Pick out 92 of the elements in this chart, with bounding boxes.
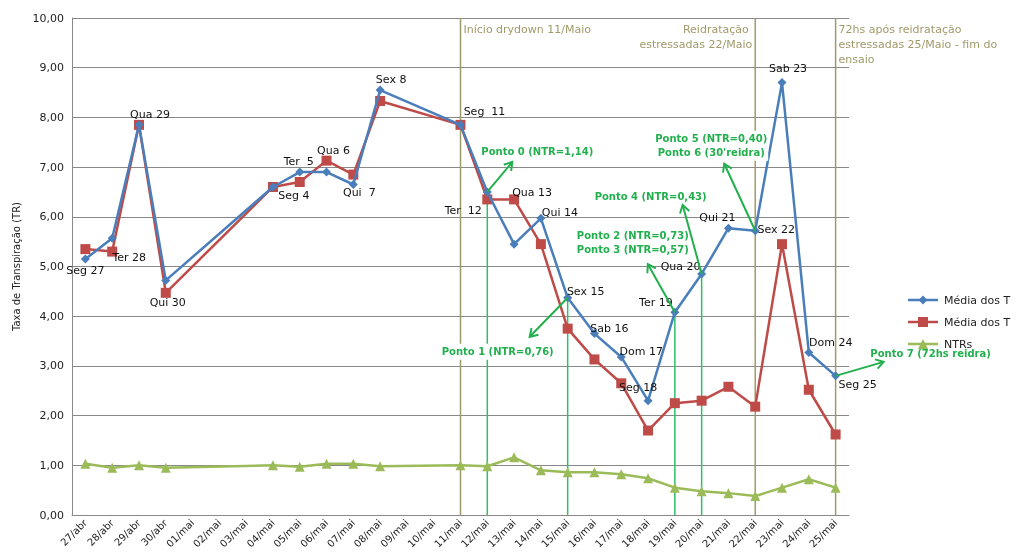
annotation: Qui 7 (342, 185, 376, 199)
point (696, 395, 707, 406)
ref-line-label: Início drydown 11/Maio (463, 23, 592, 36)
point (830, 429, 841, 440)
y-tick-label: 1,00 (39, 458, 64, 472)
point (509, 239, 519, 249)
point (348, 458, 359, 469)
point (375, 85, 385, 95)
y-tick-label: 4,00 (39, 309, 64, 323)
annotation: Sex 22 (757, 223, 796, 237)
point (750, 401, 761, 412)
point (482, 461, 493, 472)
point (723, 381, 734, 392)
point (669, 482, 680, 493)
point (160, 462, 171, 473)
point (80, 458, 91, 469)
annotation: Qui 21 (699, 210, 736, 224)
y-tick-label: 8,00 (39, 110, 64, 124)
point (804, 347, 814, 357)
point (267, 460, 278, 471)
y-tick-label: 7,00 (39, 160, 64, 174)
legend-label: Média dos T (944, 293, 1011, 307)
point (696, 486, 707, 497)
y-tick-label: 2,00 (39, 409, 64, 423)
legend-label: Média dos T (944, 315, 1011, 329)
point (616, 469, 627, 480)
annotation: Ter 28 (111, 251, 147, 265)
point (643, 425, 654, 436)
point (562, 467, 573, 478)
point (643, 396, 653, 406)
annotation: Sab 16 (590, 322, 629, 336)
point (803, 384, 814, 395)
y-tick-label: 3,00 (39, 359, 64, 373)
annotation: Ponto 5 (NTR=0,40) Ponto 6 (30'reidra) (655, 133, 768, 159)
annotation: Qua 29 (130, 108, 170, 122)
point (589, 354, 600, 365)
point (294, 177, 305, 188)
point (777, 239, 788, 250)
annotation: Qui 14 (541, 205, 578, 219)
annotation: Qua 6 (317, 144, 350, 158)
point (80, 244, 91, 255)
annotation: Sex 15 (566, 285, 605, 299)
ref-line-label: Reidratação estressadas 22/Maio (639, 23, 753, 51)
annotation: Qua 13 (512, 185, 553, 199)
annotation: Ponto 2 (NTR=0,73) Ponto 3 (NTR=0,57) (576, 229, 689, 255)
point (321, 155, 332, 166)
annotation: Qui 30 (149, 296, 186, 310)
point (348, 179, 358, 189)
point (107, 462, 118, 473)
point (803, 474, 814, 485)
annotation: Seg 27 (66, 263, 105, 277)
annotation: Seg 11 (463, 105, 506, 119)
point (669, 398, 680, 409)
y-tick-label: 10,00 (32, 11, 64, 25)
annotation: Ponto 7 (72hs reidra) (870, 348, 991, 360)
point (723, 223, 733, 233)
point (375, 461, 386, 472)
y-tick-label: 0,00 (39, 508, 64, 522)
point (455, 460, 466, 471)
annotation: Ponto 4 (NTR=0,43) (594, 191, 707, 203)
annotation: Ponto 0 (NTR=1,14) (481, 146, 594, 158)
annotation: Dom 24 (809, 335, 853, 349)
point (535, 465, 546, 476)
point (107, 233, 117, 243)
annotation: Sab 23 (768, 62, 808, 76)
point (562, 323, 573, 334)
point (589, 467, 600, 478)
annotation: Ponto 1 (NTR=0,76) (441, 346, 554, 358)
point (509, 452, 520, 463)
point (830, 482, 841, 493)
point (294, 461, 305, 472)
annotation: Ter 5 (282, 154, 314, 168)
point (535, 239, 546, 250)
point (80, 254, 90, 264)
ref-line-label: 72hs após reidratação estressadas 25/Maio - fim do ensaio (838, 23, 1001, 66)
point (777, 482, 788, 493)
y-tick-label: 5,00 (39, 260, 64, 273)
point (161, 275, 171, 285)
point (750, 491, 761, 502)
point (321, 458, 332, 469)
annotation: Seg 4 (278, 189, 310, 203)
point (133, 460, 144, 471)
y-tick-label: 6,00 (39, 210, 64, 224)
annotation: Dom 17 (619, 345, 663, 359)
point (322, 167, 332, 177)
y-tick-label: 9,00 (39, 61, 64, 75)
point (723, 488, 734, 499)
y-axis-title: Taxa de Transpiração (TR) (11, 201, 23, 333)
point (643, 473, 654, 484)
annotation: Seg 25 (838, 378, 877, 392)
point (160, 287, 171, 298)
annotation: Sex 8 (375, 72, 407, 86)
